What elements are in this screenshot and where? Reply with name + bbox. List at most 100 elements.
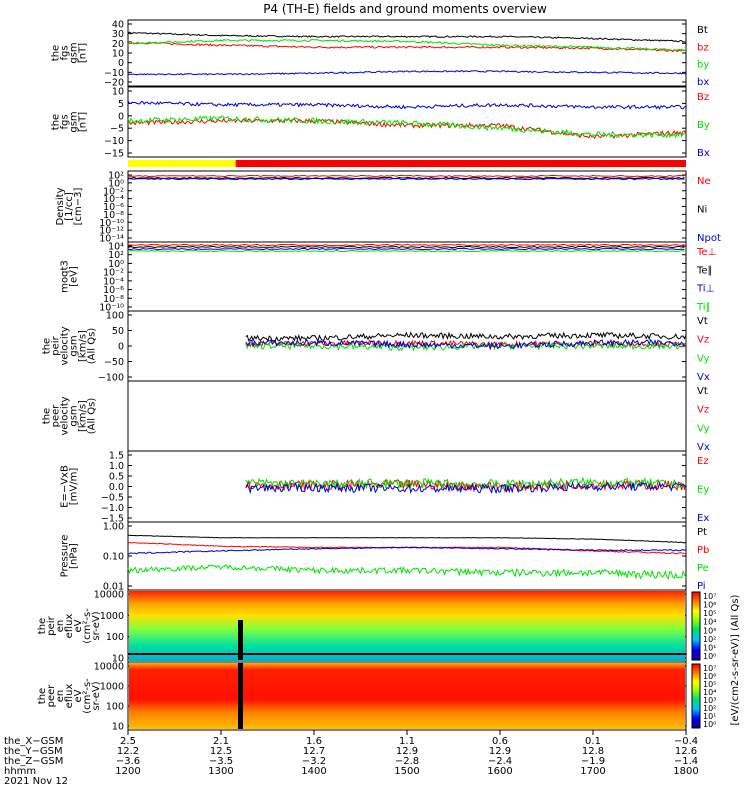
y-tick-label: 100 <box>106 632 124 643</box>
y-tick-label: 10 <box>112 49 124 60</box>
x-tick-label: 12.9 <box>489 746 511 757</box>
colorbar-tick: 10⁰ <box>703 652 716 661</box>
legend-Ez: Ez <box>697 456 709 467</box>
traces-temp <box>127 243 685 253</box>
y-tick-label: −20 <box>104 78 124 89</box>
panels-layer: thefgsgsm[nT]403020100−10−20Btbzbybxthef… <box>37 19 721 733</box>
y-tick-label: 10⁻¹⁴ <box>99 234 124 245</box>
x-tick-label: 12.5 <box>210 746 232 757</box>
x-tick-label: −2.8 <box>395 756 419 767</box>
ylabel-line: [mV/m] <box>69 468 80 506</box>
trace-Bt <box>127 31 687 43</box>
ylabel-line: (All Qs) <box>87 328 98 365</box>
x-row-label: the_X−GSM <box>4 736 63 747</box>
legend-Te∥: Te∥ <box>696 265 713 276</box>
y-tick-label: 5 <box>118 99 124 110</box>
colorbar-label: [eV/(cm2-s-sr-eV)] (All Qs) <box>730 594 741 725</box>
colorbar-tick: 10³ <box>703 626 716 635</box>
ylabel-line: (cm²-s- <box>82 608 93 644</box>
colorbar-tick: 10² <box>703 635 716 644</box>
x-tick-label: 1200 <box>115 766 140 777</box>
x-tick-label: −3.2 <box>302 756 326 767</box>
y-tick-label: −5 <box>110 124 124 135</box>
x-tick-label: 12.6 <box>675 746 697 757</box>
ylabel-line: velocity <box>60 326 71 365</box>
x-tick-label: 2.1 <box>213 736 229 747</box>
colorbar-tick: 10⁵ <box>703 609 716 618</box>
ylabel-line: the <box>42 338 53 354</box>
trace-Ex <box>245 481 687 495</box>
legend-Vy: Vy <box>697 423 710 434</box>
ylabel-line: [eV] <box>69 266 80 287</box>
trace-bz <box>127 41 687 53</box>
x-tick-label: −0.4 <box>674 736 698 747</box>
ylabel-line: sr-eV) <box>91 611 102 640</box>
colorbar-tick: 10⁴ <box>703 618 716 627</box>
ylabel-line: gsm <box>69 405 80 426</box>
x-row-label: 2021 Nov 12 <box>4 776 68 787</box>
y-tick-label: 10⁻¹⁰ <box>99 303 124 314</box>
y-tick-label: −10 <box>104 136 124 147</box>
x-tick-label: 12.7 <box>303 746 325 757</box>
ylabel-line: eV <box>73 619 84 632</box>
electron-data-gap <box>238 663 243 729</box>
ylabel-line: [nT] <box>78 112 89 132</box>
panel-ylabel: moqt3[eV] <box>60 260 80 293</box>
trace-Bx <box>127 100 687 110</box>
y-tick-label: 10⁻¹⁰ <box>99 218 124 229</box>
y-tick-label: 10⁻⁶ <box>103 202 124 213</box>
y-tick-label: 1.5 <box>109 451 124 462</box>
legend-Pi: Pi <box>697 581 706 592</box>
x-tick-label: 0.6 <box>492 736 508 747</box>
panel-pressure: Pressure[nPa] 1.00 0.10 0.01 Pt Pb Pe Pi <box>60 521 709 593</box>
legend-Ni: Ni <box>697 205 707 216</box>
y-tick-label: 50 <box>112 326 124 337</box>
legend-Pe: Pe <box>697 563 709 574</box>
legend-bx: bx <box>697 77 709 88</box>
ylabel-line: sr-eV) <box>91 681 102 710</box>
trace-Pe <box>127 564 687 580</box>
ylabel-line: [km/s] <box>78 330 89 362</box>
x-tick-label: 1700 <box>580 766 605 777</box>
trace-temp-3 <box>127 249 685 253</box>
panel-frame <box>127 521 687 591</box>
traces-efield <box>245 476 687 495</box>
x-tick-label: 1300 <box>208 766 233 777</box>
legend-Ti∥: Ti∥ <box>696 302 711 313</box>
y-tick-label: −15 <box>104 149 124 160</box>
y-tick-label: 0.0 <box>109 482 124 493</box>
ylabel-line: peir <box>51 335 62 355</box>
x-tick-label: −3.6 <box>116 756 140 767</box>
ylabel-line: en <box>55 620 66 633</box>
ylabel-line: [km/s] <box>78 400 89 432</box>
legend-Bz: Bz <box>697 92 709 103</box>
y-tick-label: 10 <box>112 654 124 665</box>
ylabel-line: gsm <box>69 335 80 356</box>
ylabel-line: the <box>51 45 62 61</box>
status-segment-0 <box>128 160 236 167</box>
colorbar-top_ticks <box>691 591 701 661</box>
legend-Bx: Bx <box>697 148 710 159</box>
y-tick-label: 10⁻⁸ <box>103 210 124 221</box>
panel-density: Density[1/cc][cm−3]10²10⁰10⁻²10⁻⁴10⁻⁶10⁻… <box>55 170 721 245</box>
y-tick-label: −0.5 <box>101 493 124 504</box>
ion-data-gap <box>238 620 243 660</box>
x-tick-label: −3.5 <box>209 756 233 767</box>
figure-title: P4 (TH-E) fields and ground moments over… <box>263 2 547 16</box>
colorbar-tick: 10¹ <box>703 643 716 652</box>
legend-Vx: Vx <box>697 372 710 383</box>
status-bar <box>128 160 686 167</box>
legend-Pt: Pt <box>697 527 707 538</box>
colorbar-tick: 10⁵ <box>703 680 716 689</box>
panel-frame <box>127 170 687 243</box>
status-segment-1 <box>235 160 686 167</box>
x-row-label: the_Z−GSM <box>4 756 63 767</box>
y-tick-label: 1000 <box>100 682 124 693</box>
x-row-label: the_Y−GSM <box>4 746 63 757</box>
legend-By: By <box>697 120 710 131</box>
